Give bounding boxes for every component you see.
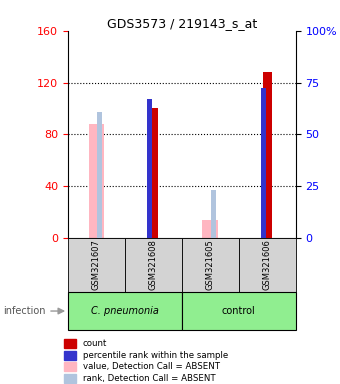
Text: value, Detection Call = ABSENT: value, Detection Call = ABSENT — [83, 362, 220, 371]
Bar — [64, 351, 76, 360]
Text: infection: infection — [3, 306, 46, 316]
Bar — [97, 113, 102, 238]
Bar — [88, 124, 104, 238]
Bar — [261, 88, 266, 238]
Bar — [149, 108, 158, 238]
Bar — [68, 238, 125, 292]
Bar — [125, 238, 182, 292]
Bar — [64, 339, 76, 348]
Text: GSM321607: GSM321607 — [92, 240, 101, 290]
Text: rank, Detection Call = ABSENT: rank, Detection Call = ABSENT — [83, 374, 216, 383]
Bar — [202, 220, 218, 238]
Text: C. pneumonia: C. pneumonia — [91, 306, 159, 316]
Bar — [147, 99, 152, 238]
Text: count: count — [83, 339, 107, 348]
Text: GSM321605: GSM321605 — [206, 240, 215, 290]
Title: GDS3573 / 219143_s_at: GDS3573 / 219143_s_at — [107, 17, 257, 30]
Text: control: control — [222, 306, 256, 316]
Text: percentile rank within the sample: percentile rank within the sample — [83, 351, 228, 360]
Text: GSM321606: GSM321606 — [263, 240, 272, 290]
Bar — [262, 72, 272, 238]
Text: GSM321608: GSM321608 — [149, 240, 158, 290]
Bar — [239, 238, 296, 292]
Bar — [64, 374, 76, 383]
Bar — [182, 292, 296, 330]
Bar — [211, 190, 216, 238]
Bar — [182, 238, 239, 292]
Bar — [64, 362, 76, 371]
Bar — [68, 292, 182, 330]
